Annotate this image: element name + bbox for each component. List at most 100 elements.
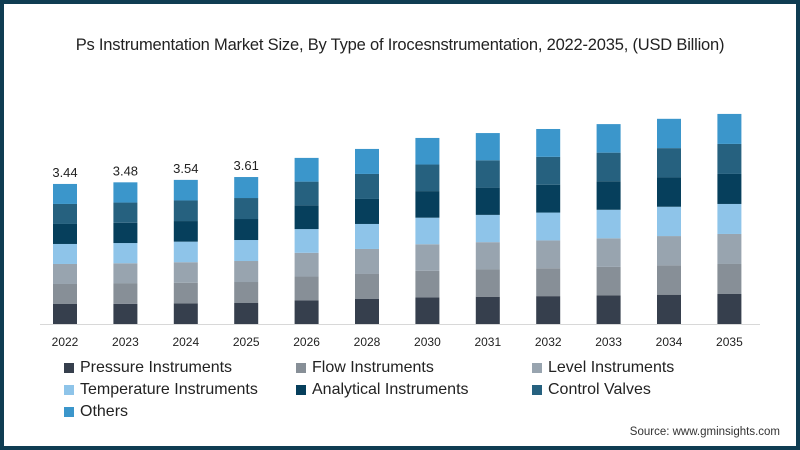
legend-item: Flow Instruments <box>296 358 532 378</box>
legend-swatch <box>532 363 542 373</box>
legend-label: Level Instruments <box>548 359 675 376</box>
bar-segment-control-valves-2035 <box>717 143 742 174</box>
bar-segment-analytical-instruments-2033 <box>596 181 621 210</box>
bar-segment-temperature-instruments-2031 <box>475 214 500 243</box>
bar-segment-flow-instruments-2025 <box>234 282 259 304</box>
bar-segment-temperature-instruments-2026 <box>294 229 319 253</box>
bar-segment-level-instruments-2030 <box>415 244 440 271</box>
bar-segment-flow-instruments-2028 <box>355 273 379 299</box>
legend-label: Control Valves <box>548 381 651 398</box>
data-label-2023: 3.48 <box>113 163 138 178</box>
data-label-2024: 3.54 <box>173 161 198 176</box>
bar-segment-temperature-instruments-2034 <box>657 206 681 237</box>
bar-segment-pressure-instruments-2030 <box>415 297 440 324</box>
x-tick-label: 2030 <box>414 335 441 349</box>
bar-segment-pressure-instruments-2023 <box>113 303 138 324</box>
x-tick-label: 2022 <box>52 335 79 349</box>
bar-segment-others-2025 <box>234 177 259 199</box>
bar-segment-temperature-instruments-2035 <box>717 203 742 234</box>
bar-segment-control-valves-2025 <box>234 198 259 220</box>
legend-swatch <box>64 385 74 395</box>
bar-segment-analytical-instruments-2024 <box>173 221 198 242</box>
bar-segment-level-instruments-2023 <box>113 263 138 284</box>
bar-segment-level-instruments-2022 <box>53 263 77 284</box>
x-tick-label: 2034 <box>656 335 683 349</box>
bar-segment-flow-instruments-2026 <box>294 276 319 301</box>
bar-segment-others-2022 <box>53 183 77 204</box>
x-tick-label: 2024 <box>172 335 199 349</box>
bar-segment-flow-instruments-2032 <box>536 268 561 297</box>
legend-label: Temperature Instruments <box>80 381 258 398</box>
bar-segment-level-instruments-2025 <box>234 261 259 283</box>
bar-segment-others-2024 <box>173 179 198 201</box>
bar-segment-others-2032 <box>536 128 561 157</box>
legend-item: Control Valves <box>532 380 732 400</box>
bar-segment-flow-instruments-2031 <box>475 269 500 297</box>
bar-segment-level-instruments-2026 <box>294 252 319 277</box>
bar-segment-flow-instruments-2033 <box>596 266 621 296</box>
bar-segment-others-2026 <box>294 157 319 182</box>
x-tick-label: 2028 <box>354 335 381 349</box>
legend-item: Pressure Instruments <box>64 358 296 378</box>
bar-segment-pressure-instruments-2022 <box>53 303 77 324</box>
bar-segment-pressure-instruments-2032 <box>536 296 561 324</box>
bar-segment-control-valves-2022 <box>53 203 77 224</box>
bar-segment-temperature-instruments-2023 <box>113 243 138 264</box>
data-label-2022: 3.44 <box>52 165 77 180</box>
bar-segment-analytical-instruments-2030 <box>415 191 440 218</box>
bar-segment-control-valves-2023 <box>113 202 138 223</box>
bar-segment-level-instruments-2031 <box>475 242 500 270</box>
bar-segment-pressure-instruments-2034 <box>657 294 681 324</box>
bar-segment-control-valves-2034 <box>657 148 681 178</box>
bar-segment-level-instruments-2032 <box>536 240 561 269</box>
bar-segment-others-2030 <box>415 137 440 165</box>
bar-segment-flow-instruments-2034 <box>657 265 681 295</box>
bar-segment-analytical-instruments-2023 <box>113 222 138 244</box>
bar-segment-control-valves-2032 <box>536 156 561 185</box>
bar-segment-pressure-instruments-2025 <box>234 303 259 324</box>
bar-segment-others-2035 <box>717 113 742 144</box>
bar-segment-level-instruments-2024 <box>173 262 198 283</box>
bar-segment-level-instruments-2033 <box>596 238 621 267</box>
bar-segment-pressure-instruments-2031 <box>475 296 500 324</box>
bar-segment-others-2034 <box>657 118 681 149</box>
bar-segment-temperature-instruments-2033 <box>596 209 621 239</box>
bar-segment-control-valves-2028 <box>355 173 379 199</box>
bar-segment-temperature-instruments-2025 <box>234 240 259 262</box>
legend-label: Pressure Instruments <box>80 359 233 376</box>
legend-item: Analytical Instruments <box>296 380 532 400</box>
legend-swatch <box>64 407 74 417</box>
legend-swatch <box>64 363 74 373</box>
legend-label: Analytical Instruments <box>312 381 469 398</box>
legend-label: Flow Instruments <box>312 359 434 376</box>
bar-segment-flow-instruments-2023 <box>113 283 138 304</box>
bar-segment-flow-instruments-2030 <box>415 270 440 298</box>
legend-swatch <box>296 363 306 373</box>
source-note: Source: www.gminsights.com <box>629 426 780 438</box>
bar-segment-others-2028 <box>355 148 379 174</box>
bar-segment-pressure-instruments-2024 <box>173 303 198 324</box>
legend-item: Temperature Instruments <box>64 380 296 400</box>
x-tick-label: 2025 <box>233 335 260 349</box>
bar-segment-others-2033 <box>596 124 621 153</box>
legend-swatch <box>296 385 306 395</box>
legend-label: Others <box>80 403 129 420</box>
bar-segment-analytical-instruments-2028 <box>355 198 379 224</box>
x-tick-label: 2032 <box>535 335 562 349</box>
bar-segment-pressure-instruments-2028 <box>355 298 379 324</box>
bar-segment-analytical-instruments-2025 <box>234 219 259 241</box>
bar-segment-pressure-instruments-2033 <box>596 295 621 324</box>
x-tick-label: 2031 <box>474 335 501 349</box>
bar-segment-control-valves-2030 <box>415 164 440 192</box>
bar-segment-pressure-instruments-2026 <box>294 300 319 324</box>
x-tick-label: 2023 <box>112 335 139 349</box>
bar-segment-flow-instruments-2035 <box>717 263 742 294</box>
bar-segment-analytical-instruments-2034 <box>657 177 681 207</box>
bar-segment-temperature-instruments-2028 <box>355 223 379 249</box>
bar-segment-control-valves-2026 <box>294 181 319 206</box>
bar-segment-temperature-instruments-2032 <box>536 212 561 241</box>
bar-segment-analytical-instruments-2035 <box>717 173 742 204</box>
bar-segment-flow-instruments-2024 <box>173 282 198 304</box>
bar-segment-temperature-instruments-2024 <box>173 241 198 263</box>
